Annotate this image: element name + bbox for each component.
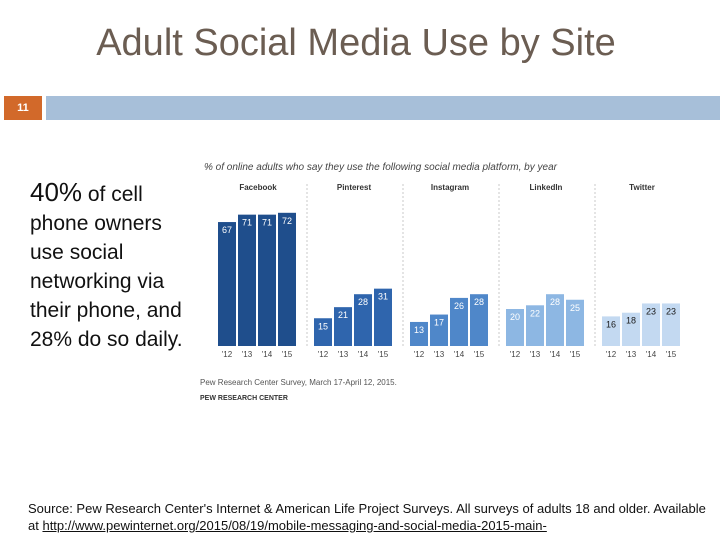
data-label-pinterest-0: 15 bbox=[318, 321, 328, 331]
tick-label-pinterest-0: '12 bbox=[318, 350, 329, 359]
tick-label-facebook-3: '15 bbox=[282, 350, 293, 359]
bar-instagram-1 bbox=[430, 314, 448, 346]
bar-instagram-3 bbox=[470, 294, 488, 346]
data-label-linkedin-3: 25 bbox=[570, 303, 580, 313]
bar-linkedin-2 bbox=[546, 294, 564, 346]
bar-linkedin-3 bbox=[566, 299, 584, 346]
data-label-twitter-1: 18 bbox=[626, 316, 636, 326]
tick-label-instagram-2: '14 bbox=[454, 350, 465, 359]
data-label-facebook-1: 71 bbox=[242, 218, 252, 228]
data-label-linkedin-2: 28 bbox=[550, 297, 560, 307]
data-label-pinterest-3: 31 bbox=[378, 292, 388, 302]
chart-container: % of online adults who say they use the … bbox=[196, 158, 700, 408]
stat-description: of cell phone owners use social networki… bbox=[30, 183, 183, 351]
chart-note-source: PEW RESEARCH CENTER bbox=[200, 395, 288, 402]
data-label-instagram-1: 17 bbox=[434, 318, 444, 328]
data-label-linkedin-0: 20 bbox=[510, 312, 520, 322]
panel-header-linkedin: LinkedIn bbox=[530, 183, 563, 192]
bar-facebook-2 bbox=[258, 214, 276, 346]
data-label-pinterest-2: 28 bbox=[358, 297, 368, 307]
tick-label-facebook-1: '13 bbox=[242, 350, 253, 359]
data-label-facebook-0: 67 bbox=[222, 225, 232, 235]
bar-facebook-1 bbox=[238, 214, 256, 346]
data-label-facebook-3: 72 bbox=[282, 216, 292, 226]
tick-label-twitter-0: '12 bbox=[606, 350, 617, 359]
tick-label-instagram-3: '15 bbox=[474, 350, 485, 359]
panel-header-twitter: Twitter bbox=[629, 183, 655, 192]
tick-label-pinterest-1: '13 bbox=[338, 350, 349, 359]
bar-twitter-2 bbox=[642, 303, 660, 346]
panel-header-facebook: Facebook bbox=[239, 183, 277, 192]
chart-svg: Facebook 67 '12 71 '13 71 '14 72 '15 Pinterest 15 '… bbox=[218, 183, 680, 359]
bar-pinterest-3 bbox=[374, 288, 392, 346]
bar-instagram-0 bbox=[410, 321, 428, 346]
data-label-facebook-2: 71 bbox=[262, 218, 272, 228]
bar-twitter-1 bbox=[622, 312, 640, 346]
stat-highlight: 40% bbox=[30, 177, 83, 207]
panel-header-pinterest: Pinterest bbox=[337, 183, 372, 192]
tick-label-linkedin-0: '12 bbox=[510, 350, 521, 359]
data-label-twitter-2: 23 bbox=[646, 306, 656, 316]
panel-header-instagram: Instagram bbox=[431, 183, 469, 192]
data-label-instagram-3: 28 bbox=[474, 297, 484, 307]
data-label-twitter-3: 23 bbox=[666, 306, 676, 316]
chart-note-survey: Pew Research Center Survey, March 17-Apr… bbox=[200, 378, 397, 387]
tick-label-facebook-0: '12 bbox=[222, 350, 233, 359]
tick-label-twitter-2: '14 bbox=[646, 350, 657, 359]
source-link[interactable]: http://www.pewinternet.org/2015/08/19/mo… bbox=[42, 518, 547, 533]
bar-instagram-2 bbox=[450, 297, 468, 346]
slide-title: Adult Social Media Use by Site bbox=[96, 22, 616, 64]
data-label-instagram-2: 26 bbox=[454, 301, 464, 311]
tick-label-linkedin-3: '15 bbox=[570, 350, 581, 359]
tick-label-facebook-2: '14 bbox=[262, 350, 273, 359]
source-text: Source: Pew Research Center's Internet &… bbox=[28, 501, 706, 533]
bar-linkedin-1 bbox=[526, 305, 544, 346]
header-rule-bar bbox=[46, 96, 720, 120]
data-label-twitter-0: 16 bbox=[606, 319, 616, 329]
source-citation: Source: Pew Research Center's Internet &… bbox=[28, 500, 708, 534]
bar-pinterest-1 bbox=[334, 307, 352, 346]
body-text: 40% of cell phone owners use social netw… bbox=[30, 178, 200, 354]
tick-label-twitter-1: '13 bbox=[626, 350, 637, 359]
slide-number: 11 bbox=[4, 96, 42, 120]
tick-label-pinterest-2: '14 bbox=[358, 350, 369, 359]
bar-twitter-0 bbox=[602, 316, 620, 346]
bar-facebook-0 bbox=[218, 222, 236, 346]
bar-twitter-3 bbox=[662, 303, 680, 346]
chart-title: % of online adults who say they use the … bbox=[204, 162, 557, 173]
bar-pinterest-0 bbox=[314, 318, 332, 346]
bar-pinterest-2 bbox=[354, 294, 372, 346]
tick-label-twitter-3: '15 bbox=[666, 350, 677, 359]
bar-linkedin-0 bbox=[506, 309, 524, 346]
tick-label-linkedin-1: '13 bbox=[530, 350, 541, 359]
data-label-instagram-0: 13 bbox=[414, 325, 424, 335]
bar-facebook-3 bbox=[278, 212, 296, 346]
tick-label-instagram-1: '13 bbox=[434, 350, 445, 359]
tick-label-pinterest-3: '15 bbox=[378, 350, 389, 359]
data-label-linkedin-1: 22 bbox=[530, 308, 540, 318]
tick-label-instagram-0: '12 bbox=[414, 350, 425, 359]
data-label-pinterest-1: 21 bbox=[338, 310, 348, 320]
tick-label-linkedin-2: '14 bbox=[550, 350, 561, 359]
